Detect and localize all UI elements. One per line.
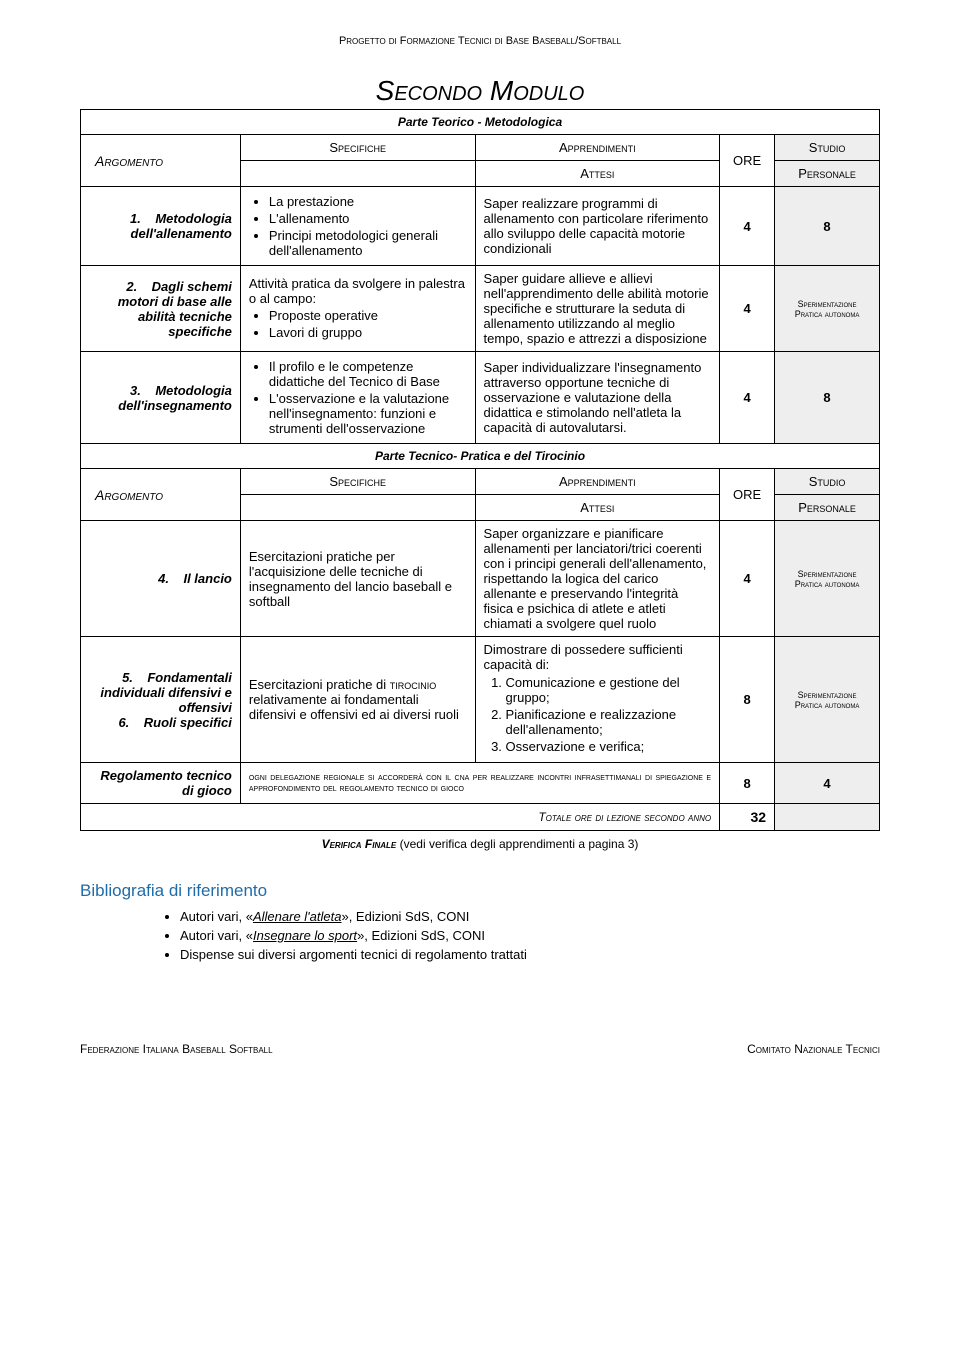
table-row: Regolamento tecnico di gioco ogni delega… [81,763,880,804]
table-row: 5. Fondamentali individuali difensivi e … [81,637,880,763]
total-row: Totale ore di lezione secondo anno 32 [81,804,880,831]
table-row: 2. Dagli schemi motori di base alle abil… [81,266,880,352]
list-item: Autori vari, «Insegnare lo sport», Edizi… [180,928,880,943]
page-header: Progetto di Formazione Tecnici di Base B… [80,35,880,47]
table-row: 3. Metodologia dell'insegnamento Il prof… [81,352,880,444]
list-item: Dispense sui diversi argomenti tecnici d… [180,947,880,962]
col-header-studio: Studio [775,135,880,161]
col-header-argomento: Argomento [81,135,241,187]
page-footer: Federazione Italiana Baseball Softball C… [80,1042,880,1056]
col-header-personale: Personale [775,161,880,187]
col-header-specifiche: Specifiche [240,135,475,161]
verifica-note: Verifica Finale (vedi verifica degli app… [80,837,880,851]
footer-left: Federazione Italiana Baseball Softball [80,1042,273,1056]
col-header-ore: ORE [720,135,775,187]
footer-right: Comitato Nazionale Tecnici [747,1042,880,1056]
bibliography-list: Autori vari, «Allenare l'atleta», Edizio… [160,909,880,962]
col-header-apprendimenti: Apprendimenti [475,135,720,161]
bibliography-title: Bibliografia di riferimento [80,881,880,901]
curriculum-table: Parte Teorico - Metodologica Argomento S… [80,109,880,831]
list-item: Autori vari, «Allenare l'atleta», Edizio… [180,909,880,924]
col-header-argomento-2: Argomento [81,469,241,521]
table-row: 4. Il lancio Esercitazioni pratiche per … [81,521,880,637]
section-2-title: Parte Tecnico- Pratica e del Tirocinio [81,444,880,469]
col-header-attesi: Attesi [475,161,720,187]
section-1-title: Parte Teorico - Metodologica [81,110,880,135]
module-title: Secondo Modulo [80,75,880,107]
table-row: 1. Metodologia dell'allenamento La prest… [81,187,880,266]
